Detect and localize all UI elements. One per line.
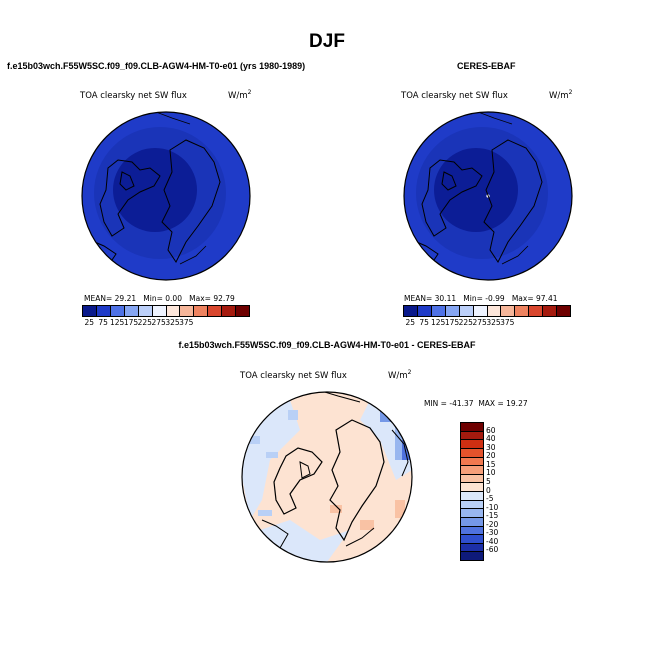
colorbar-swatch	[96, 306, 111, 316]
colorbar-swatch	[459, 306, 474, 316]
season-title: DJF	[309, 31, 345, 52]
colorbar-tick-label: -20	[486, 519, 499, 529]
colorbar-swatch	[461, 466, 483, 475]
colorbar-tick-label: 40	[486, 434, 496, 444]
colorbar-tick-label: -40	[486, 536, 499, 546]
colorbar-tick-label: 15	[486, 459, 496, 469]
colorbar-tick-label: 10	[486, 468, 496, 478]
colorbar-tick-label: 20	[486, 451, 496, 461]
colorbar-swatch	[166, 306, 181, 316]
colorbar-swatch	[194, 306, 209, 316]
colorbar-swatch	[461, 509, 483, 518]
colorbar-tick-label: 175	[123, 318, 139, 327]
colorbar-swatch	[236, 306, 250, 316]
colorbar-tick-label: 375	[179, 318, 194, 327]
colorbar-tick-label: 75	[419, 318, 429, 327]
colorbar-tick-label: 325	[165, 318, 180, 327]
colorbar-swatch	[461, 552, 483, 560]
colorbar-swatch	[461, 526, 483, 536]
colorbar-tick-label: -30	[486, 528, 499, 538]
model-field-label: TOA clearsky net SW flux	[80, 91, 187, 101]
diff-colorbar	[460, 422, 484, 561]
colorbar-tick-label: 25	[405, 318, 416, 327]
colorbar-swatch	[461, 492, 483, 501]
obs-colorbar	[403, 305, 571, 317]
colorbar-tick-label: 30	[486, 442, 496, 452]
colorbar-tick-label: -10	[486, 502, 499, 512]
colorbar-tick-label: 375	[500, 318, 515, 327]
colorbar-tick-label: -5	[486, 494, 494, 504]
colorbar-swatch	[557, 306, 571, 316]
colorbar-swatch	[138, 306, 153, 316]
diff-units: W/m2	[388, 369, 412, 381]
colorbar-tick-label: -60	[486, 545, 499, 555]
colorbar-swatch	[461, 535, 483, 544]
colorbar-swatch	[461, 483, 483, 492]
colorbar-swatch	[473, 306, 488, 316]
model-panel-title: f.e15b03wch.F55W5SC.f09_f09.CLB-AGW4-HM-…	[7, 61, 306, 71]
diff-field-label: TOA clearsky net SW flux	[240, 371, 347, 381]
colorbar-swatch	[180, 306, 195, 316]
colorbar-tick-label: 275	[472, 318, 487, 327]
colorbar-swatch	[543, 306, 558, 316]
colorbar-tick-label: 5	[486, 476, 491, 486]
colorbar-swatch	[124, 306, 139, 316]
colorbar-swatch	[529, 306, 544, 316]
model-colorbar	[82, 305, 250, 317]
colorbar-swatch	[461, 440, 483, 449]
model-stats: MEAN= 29.21 Min= 0.00 Max= 92.79	[84, 294, 235, 303]
colorbar-swatch	[208, 306, 223, 316]
colorbar-swatch	[222, 306, 237, 316]
model-units: W/m2	[228, 89, 252, 101]
colorbar-tick-label: 275	[151, 318, 166, 327]
colorbar-tick-label: 125	[430, 318, 446, 327]
colorbar-swatch	[461, 500, 483, 510]
colorbar-swatch	[461, 423, 483, 432]
obs-units: W/m2	[549, 89, 573, 101]
colorbar-tick-label: 175	[444, 318, 460, 327]
colorbar-swatch	[487, 306, 502, 316]
colorbar-swatch	[445, 306, 460, 316]
colorbar-swatch	[461, 448, 483, 458]
colorbar-swatch	[461, 517, 483, 527]
colorbar-tick-label: 125	[109, 318, 125, 327]
colorbar-tick-label: 75	[98, 318, 108, 327]
colorbar-swatch	[404, 306, 418, 316]
obs-panel-title: CERES-EBAF	[457, 61, 516, 71]
colorbar-swatch	[515, 306, 530, 316]
colorbar-tick-label: 25	[84, 318, 95, 327]
colorbar-tick-label: 0	[486, 485, 491, 495]
colorbar-swatch	[461, 431, 483, 441]
colorbar-tick-label: 325	[486, 318, 501, 327]
diff-panel-title: f.e15b03wch.F55W5SC.f09_f09.CLB-AGW4-HM-…	[178, 340, 476, 350]
colorbar-swatch	[461, 457, 483, 467]
diff-stats: MIN = -41.37 MAX = 19.27	[424, 399, 528, 408]
colorbar-tick-label: 225	[137, 318, 152, 327]
colorbar-swatch	[417, 306, 432, 316]
obs-field-label: TOA clearsky net SW flux	[401, 91, 508, 101]
colorbar-swatch	[431, 306, 446, 316]
colorbar-tick-label: 60	[486, 425, 496, 435]
colorbar-swatch	[152, 306, 167, 316]
colorbar-tick-label: -15	[486, 511, 499, 521]
colorbar-swatch	[83, 306, 97, 316]
obs-stats: MEAN= 30.11 Min= -0.99 Max= 97.41	[404, 294, 558, 303]
colorbar-swatch	[461, 543, 483, 553]
colorbar-swatch	[110, 306, 125, 316]
colorbar-swatch	[461, 474, 483, 484]
colorbar-swatch	[501, 306, 516, 316]
colorbar-tick-label: 225	[458, 318, 473, 327]
